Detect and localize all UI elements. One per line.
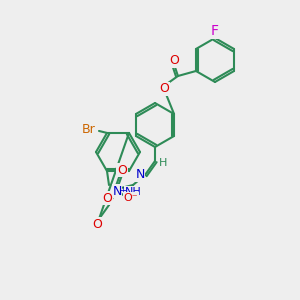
Text: O: O [169,55,179,68]
Text: +: + [120,186,126,195]
Text: Br: Br [82,123,96,136]
Text: O⁻: O⁻ [124,193,138,203]
Text: O: O [117,164,127,176]
Text: H: H [159,158,167,168]
Text: O: O [92,218,102,230]
Text: O: O [159,82,169,95]
Text: F: F [211,24,219,38]
Text: N: N [112,184,122,198]
Text: O: O [102,192,112,205]
Text: NH: NH [124,187,141,197]
Text: N: N [135,169,145,182]
